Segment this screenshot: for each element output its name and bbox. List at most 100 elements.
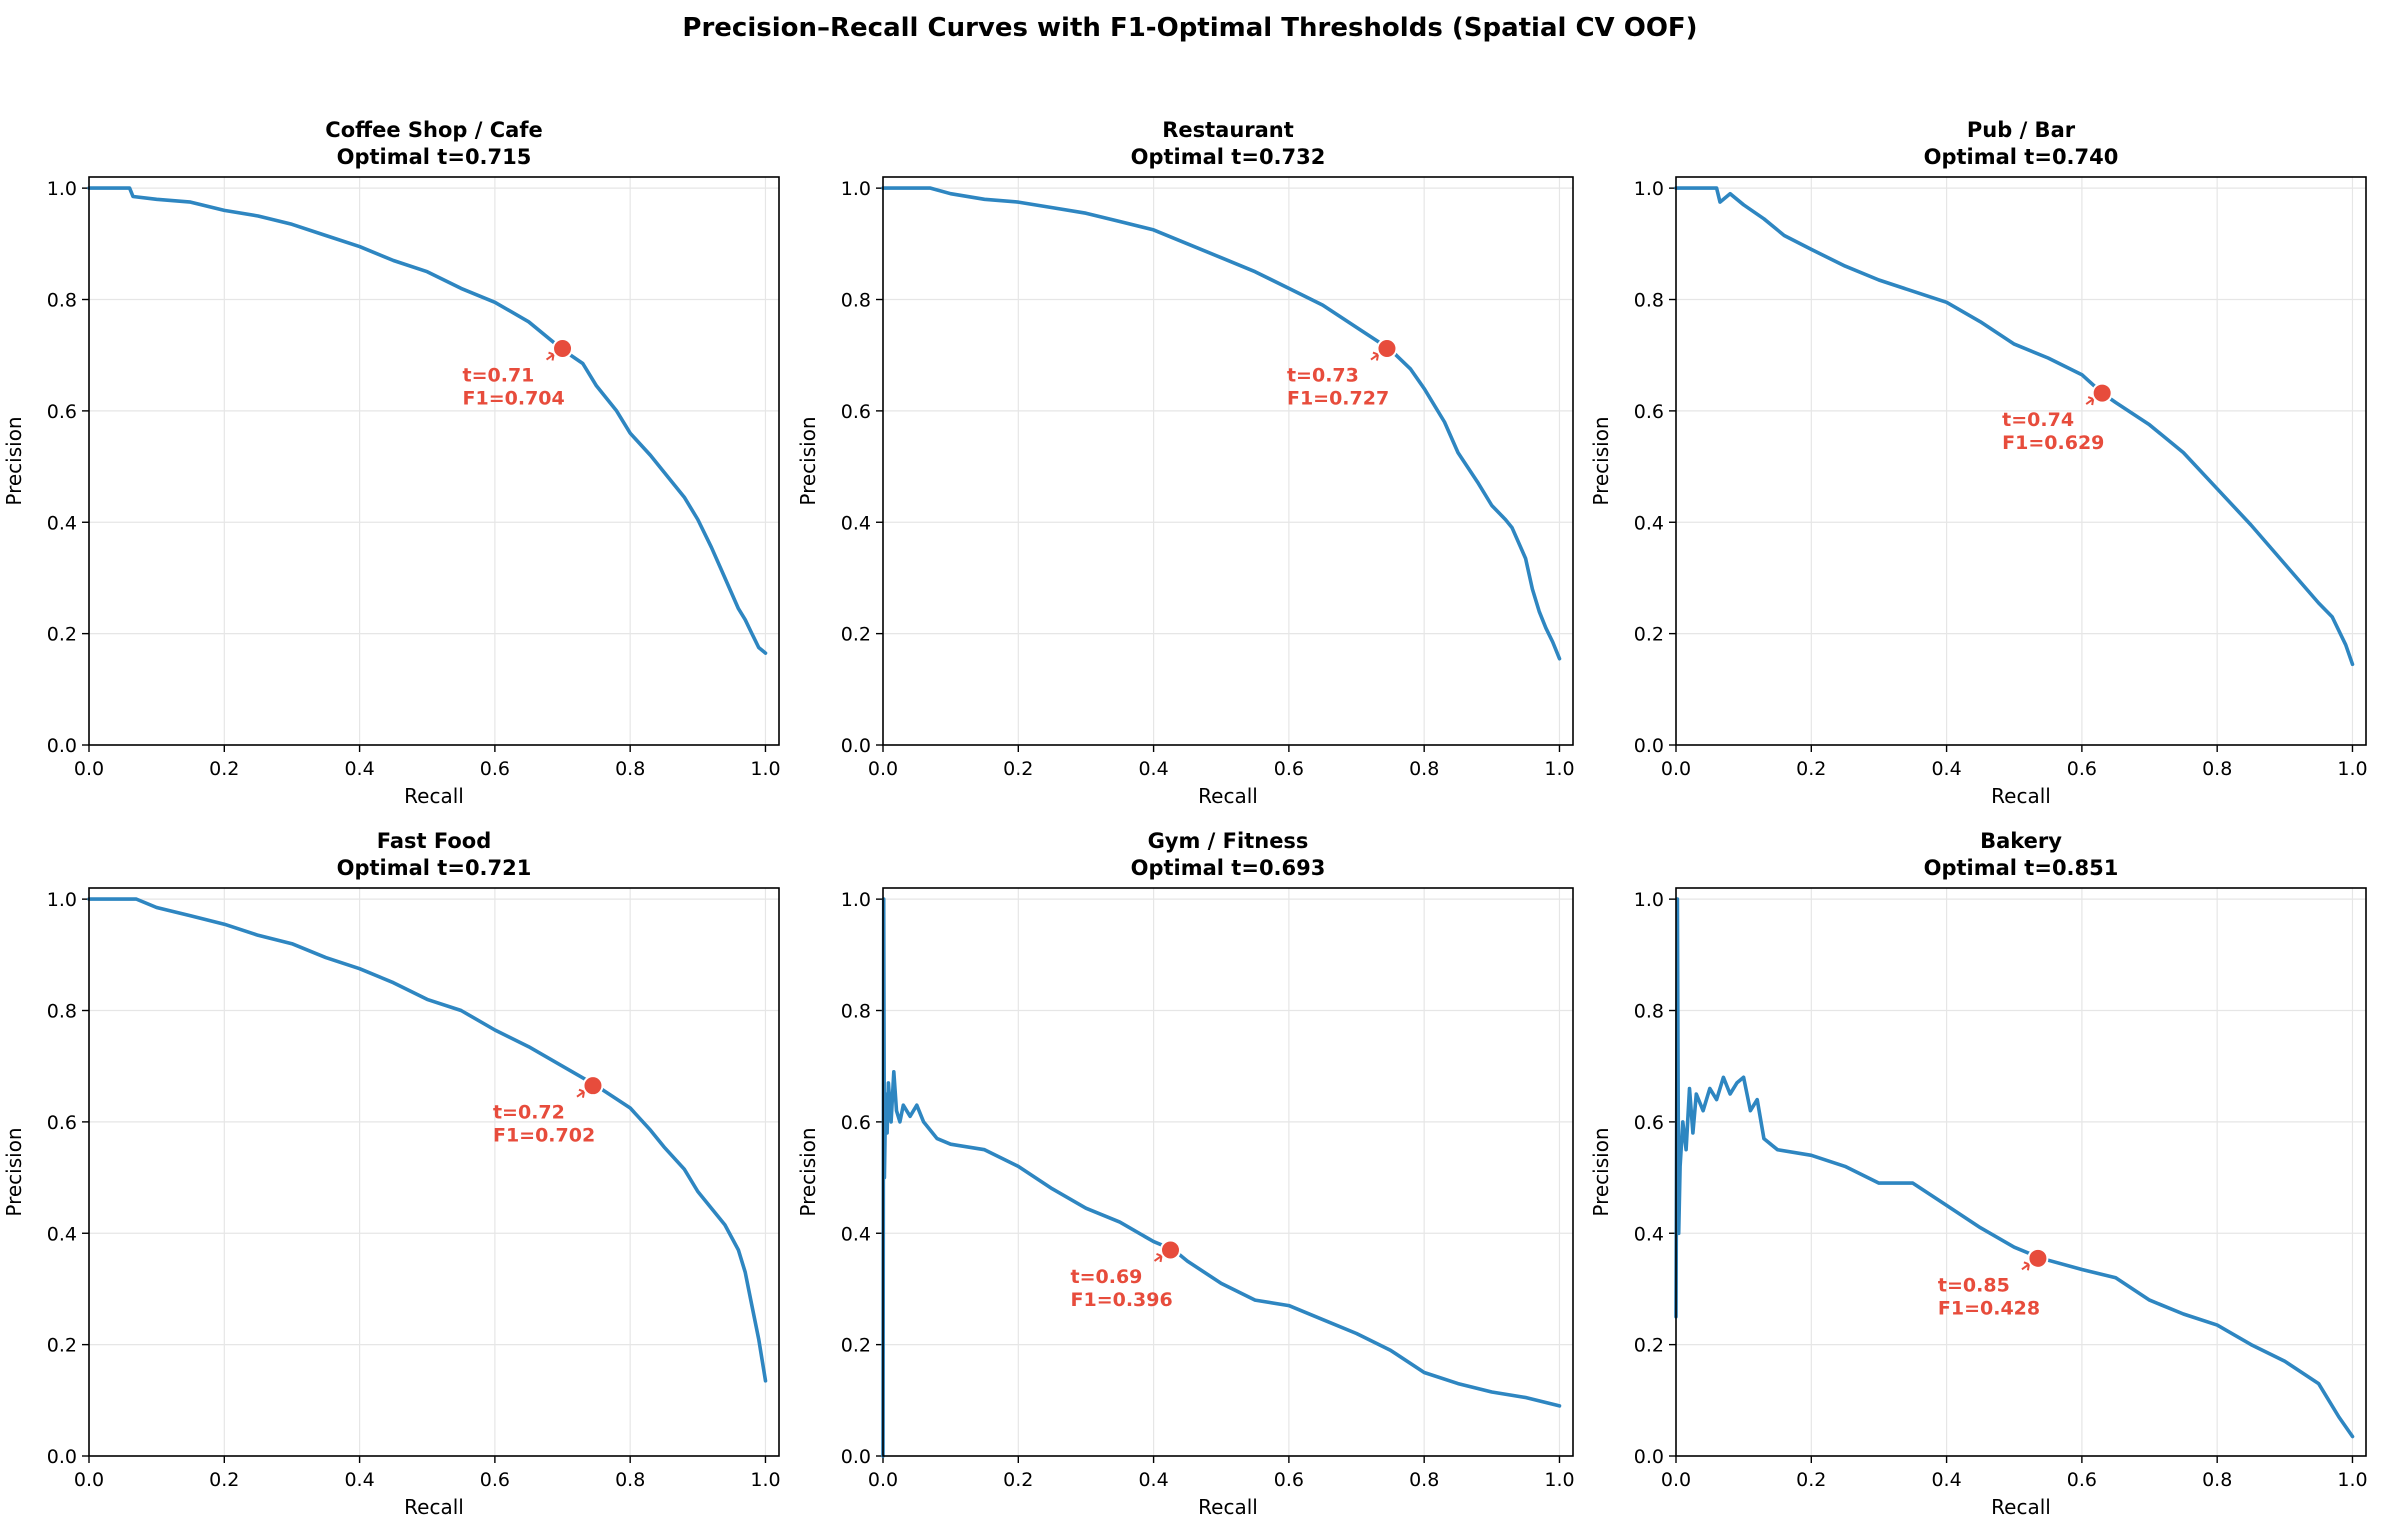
- x-tick-label: 0.0: [1661, 1469, 1691, 1491]
- y-tick-label: 0.4: [1634, 512, 1664, 534]
- annotation-arrowhead: [2087, 396, 2095, 406]
- annotation-f1: F1=0.428: [1938, 1297, 2040, 1319]
- y-tick-label: 1.0: [841, 889, 871, 911]
- panel-subtitle: Optimal t=0.851: [1924, 856, 2119, 880]
- x-tick-label: 0.0: [868, 758, 898, 780]
- y-tick-label: 1.0: [1634, 889, 1664, 911]
- annotation-arrow: [576, 1090, 585, 1098]
- optimal-threshold-marker: [1376, 338, 1398, 360]
- y-tick-label: 0.8: [47, 1001, 77, 1023]
- y-axis-label: Precision: [796, 1127, 820, 1216]
- y-tick-label: 0.2: [1634, 1335, 1664, 1357]
- y-tick-label: 0.2: [47, 624, 77, 646]
- axes-frame: [882, 887, 1574, 1457]
- annotation-arrow: [2021, 1263, 2030, 1271]
- axes-frame: [882, 176, 1574, 746]
- panel-subtitle: Optimal t=0.740: [1924, 145, 2119, 169]
- x-tick-label: 1.0: [1544, 1469, 1574, 1491]
- x-tick-label: 0.4: [1138, 758, 1168, 780]
- y-tick-label: 0.4: [841, 1223, 871, 1245]
- optimal-threshold-marker: [2027, 1247, 2049, 1269]
- x-tick-label: 0.2: [209, 1469, 239, 1491]
- x-tick-label: 0.2: [1796, 1469, 1826, 1491]
- x-tick-label: 0.2: [1796, 758, 1826, 780]
- y-tick-label: 0.0: [1634, 735, 1664, 757]
- x-tick-label: 0.2: [1003, 1469, 1033, 1491]
- x-axis-label: Recall: [1198, 1495, 1258, 1519]
- panel-title: Restaurant: [1162, 118, 1294, 142]
- y-tick-label: 0.4: [47, 1223, 77, 1245]
- x-tick-label: 0.2: [209, 758, 239, 780]
- pr-curve-line: [1674, 186, 2355, 667]
- y-tick-label: 0.6: [841, 1112, 871, 1134]
- annotation-threshold: t=0.85: [1938, 1274, 2010, 1296]
- y-axis-label: Precision: [1589, 1127, 1613, 1216]
- pr-curve-line: [87, 186, 768, 655]
- optimal-threshold-marker: [582, 1075, 604, 1097]
- x-tick-label: 1.0: [750, 1469, 780, 1491]
- figure-title: Precision–Recall Curves with F1-Optimal …: [682, 13, 1697, 43]
- x-axis-label: Recall: [404, 1495, 464, 1519]
- x-tick-label: 0.4: [1138, 1469, 1168, 1491]
- x-tick-label: 0.0: [74, 758, 104, 780]
- y-tick-label: 0.0: [47, 1446, 77, 1468]
- annotation-arrowhead: [2023, 1261, 2031, 1271]
- x-tick-label: 1.0: [2337, 1469, 2367, 1491]
- pr-panel-3: 0.0 0.2 0.4 0.6 0.8 1.0 0.0 0.2 0.4 0.6 0.8 1.0 t=0.…: [1589, 118, 2368, 808]
- annotation-f1: F1=0.704: [463, 388, 565, 410]
- x-tick-label: 0.2: [1003, 758, 1033, 780]
- y-tick-label: 0.0: [1634, 1446, 1664, 1468]
- pr-curve-line: [87, 897, 768, 1383]
- y-tick-label: 0.4: [841, 512, 871, 534]
- panel-subtitle: Optimal t=0.693: [1131, 856, 1326, 880]
- y-tick-label: 1.0: [1634, 178, 1664, 200]
- pr-panel-6: 0.0 0.2 0.4 0.6 0.8 1.0 0.0 0.2 0.4 0.6 0.8 1.0 t=0.…: [1589, 829, 2368, 1519]
- x-tick-label: 0.4: [1931, 1469, 1961, 1491]
- panel-subtitle: Optimal t=0.721: [337, 856, 532, 880]
- axes-frame: [88, 887, 780, 1457]
- x-tick-label: 0.0: [1661, 758, 1691, 780]
- x-tick-label: 0.8: [615, 758, 645, 780]
- y-tick-label: 0.0: [841, 735, 871, 757]
- x-tick-label: 1.0: [1544, 758, 1574, 780]
- axes-frame: [88, 176, 780, 746]
- panel-subtitle: Optimal t=0.732: [1131, 145, 1326, 169]
- y-tick-label: 0.6: [47, 401, 77, 423]
- y-tick-label: 0.2: [1634, 624, 1664, 646]
- y-tick-label: 0.6: [47, 1112, 77, 1134]
- y-tick-label: 0.2: [841, 1335, 871, 1357]
- y-tick-label: 0.6: [841, 401, 871, 423]
- y-tick-label: 0.6: [1634, 1112, 1664, 1134]
- annotation-arrowhead: [1156, 1253, 1163, 1263]
- y-axis-label: Precision: [2, 416, 26, 505]
- panel-title: Fast Food: [377, 829, 492, 853]
- annotation-arrow: [1153, 1255, 1163, 1262]
- annotation-arrowhead: [578, 1088, 586, 1098]
- panel-title: Gym / Fitness: [1148, 829, 1309, 853]
- panel-title: Pub / Bar: [1967, 118, 2076, 142]
- annotation-f1: F1=0.727: [1287, 388, 1389, 410]
- pr-panel-1: 0.0 0.2 0.4 0.6 0.8 1.0 0.0 0.2 0.4 0.6 0.8 1.0 t=0.…: [2, 118, 781, 808]
- y-axis-label: Precision: [796, 416, 820, 505]
- x-axis-label: Recall: [1991, 1495, 2051, 1519]
- y-tick-label: 0.6: [1634, 401, 1664, 423]
- x-tick-label: 0.6: [480, 1469, 510, 1491]
- y-tick-label: 1.0: [841, 178, 871, 200]
- x-tick-label: 0.8: [1409, 1469, 1439, 1491]
- y-tick-label: 1.0: [47, 889, 77, 911]
- y-tick-label: 0.4: [1634, 1223, 1664, 1245]
- y-tick-label: 0.0: [47, 735, 77, 757]
- x-tick-label: 0.6: [1274, 758, 1304, 780]
- x-tick-label: 1.0: [2337, 758, 2367, 780]
- x-tick-label: 0.8: [615, 1469, 645, 1491]
- x-tick-label: 1.0: [750, 758, 780, 780]
- x-tick-label: 0.8: [2202, 1469, 2232, 1491]
- annotation-threshold: t=0.72: [493, 1102, 565, 1124]
- y-axis-label: Precision: [2, 1127, 26, 1216]
- x-tick-label: 0.8: [2202, 758, 2232, 780]
- y-tick-label: 0.0: [841, 1446, 871, 1468]
- axes-frame: [1675, 887, 2367, 1457]
- x-tick-label: 0.6: [2067, 758, 2097, 780]
